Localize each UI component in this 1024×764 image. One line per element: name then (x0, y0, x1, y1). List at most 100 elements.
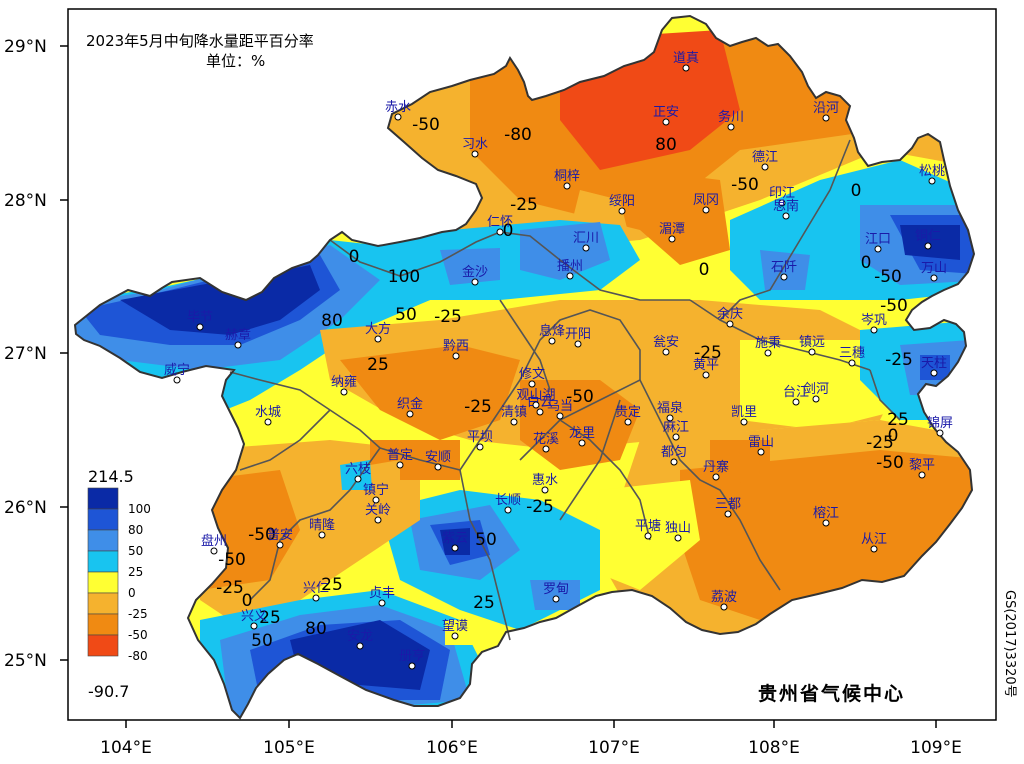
lon-tick-108: 108°E (748, 738, 800, 758)
station-marker (356, 642, 364, 650)
station-name: 正安 (653, 105, 679, 120)
station-name: 万山 (921, 261, 947, 276)
station-marker (504, 506, 512, 514)
station-marker (196, 323, 204, 331)
lat-tick-28: 28°N (4, 191, 47, 211)
legend: 214.5 100 80 50 25 0 -25 -50 -80 -90.7 (87, 467, 151, 701)
contour-value-label: 25 (367, 355, 389, 375)
station-marker (778, 199, 786, 207)
station-marker (682, 64, 690, 72)
station-marker (666, 414, 674, 422)
station-name: 镇远 (799, 335, 825, 350)
contour-value-label: 25 (321, 575, 343, 595)
station-marker (552, 595, 560, 603)
station-marker (574, 340, 582, 348)
contour-value-label: -25 (464, 397, 492, 417)
station-name: 平塘 (635, 518, 661, 534)
station-name: 铜仁 (915, 229, 941, 244)
station-marker (471, 150, 479, 158)
station-name: 麻江 (663, 420, 689, 435)
contour-value-label: -50 (566, 387, 594, 407)
station-marker (496, 228, 504, 236)
station-name: 金沙 (462, 264, 488, 280)
station-marker (670, 458, 678, 466)
contour-value-label: 0 (851, 181, 862, 201)
station-name: 石阡 (771, 260, 797, 275)
legend-swatch (87, 550, 119, 573)
contour-value-label: -50 (248, 525, 276, 545)
station-marker (234, 341, 242, 349)
station-name: 晴隆 (309, 518, 335, 533)
station-name: 惠水 (532, 473, 558, 488)
contour-value-label: -50 (218, 550, 246, 570)
station-marker (936, 429, 944, 437)
station-marker (792, 398, 800, 406)
station-name: 榕江 (813, 506, 839, 521)
station-name: 德江 (752, 150, 778, 165)
contour-value-label: 25 (473, 593, 495, 613)
station-marker (340, 388, 348, 396)
station-marker (372, 496, 380, 504)
legend-level-label: 50 (128, 544, 143, 558)
station-marker (210, 547, 218, 555)
station-name: 紫云 (442, 531, 468, 546)
station-name: 雷山 (748, 435, 774, 450)
map-title: 2023年5月中旬降水量距平百分率 (86, 32, 314, 50)
station-marker (726, 320, 734, 328)
station-marker (434, 463, 442, 471)
legend-level-label: 100 (128, 502, 151, 516)
station-name: 天柱 (921, 356, 947, 371)
station-name: 余庆 (717, 306, 743, 322)
station-marker (870, 545, 878, 553)
station-marker (822, 519, 830, 527)
lon-tick-106: 106°E (426, 738, 478, 758)
map-frame (67, 8, 997, 721)
contour-labels: -50 -80 80-250-50 0-250801005025-250-25-500… (216, 115, 913, 651)
contour-value-label: -25 (866, 433, 894, 453)
contour-value-label: -25 (216, 578, 244, 598)
legend-swatch (87, 571, 119, 594)
approval-number: GS(2017)3320号 (1002, 590, 1017, 698)
station-name: 长顺 (495, 493, 521, 508)
station-name: 水城 (255, 405, 281, 420)
station-name: 习水 (462, 137, 488, 152)
province-outline (73, 14, 976, 720)
contour-value-label: -50 (731, 175, 759, 195)
station-marker (408, 662, 416, 670)
lon-axis: 104°E 105°E 106°E 107°E 108°E 109°E (100, 720, 962, 758)
station-name: 道真 (673, 51, 699, 66)
station-marker (173, 376, 181, 384)
station-name: 安顺 (425, 450, 451, 465)
station-marker (394, 113, 402, 121)
station-name: 江口 (865, 232, 891, 247)
station-marker (406, 410, 414, 418)
station-name: 望谟 (442, 618, 468, 634)
station-name: 六枝 (345, 462, 371, 477)
legend-swatch (87, 592, 119, 615)
contour-value-label: 100 (388, 267, 420, 287)
station-marker (928, 177, 936, 185)
station-marker (542, 445, 550, 453)
lon-tick-107: 107°E (588, 738, 640, 758)
contour-value-label: 80 (655, 135, 677, 155)
station-marker (510, 418, 518, 426)
station-name: 贞丰 (369, 586, 395, 601)
station-marker (761, 163, 769, 171)
station-name: 黎平 (909, 458, 935, 473)
contour-value-label: -50 (874, 267, 902, 287)
station-marker (720, 603, 728, 611)
station-marker (668, 235, 676, 243)
station-marker (724, 510, 732, 518)
station-marker (250, 622, 258, 630)
station-marker (764, 349, 772, 357)
lon-tick-105: 105°E (263, 738, 315, 758)
station-marker (808, 348, 816, 356)
station-marker (374, 335, 382, 343)
contour-value-label: -50 (876, 453, 904, 473)
contour-value-label: 0 (861, 253, 872, 273)
station-marker (702, 206, 710, 214)
station-name: 纳雍 (331, 374, 357, 390)
anomaly-field (75, 16, 974, 718)
station-marker (578, 439, 586, 447)
